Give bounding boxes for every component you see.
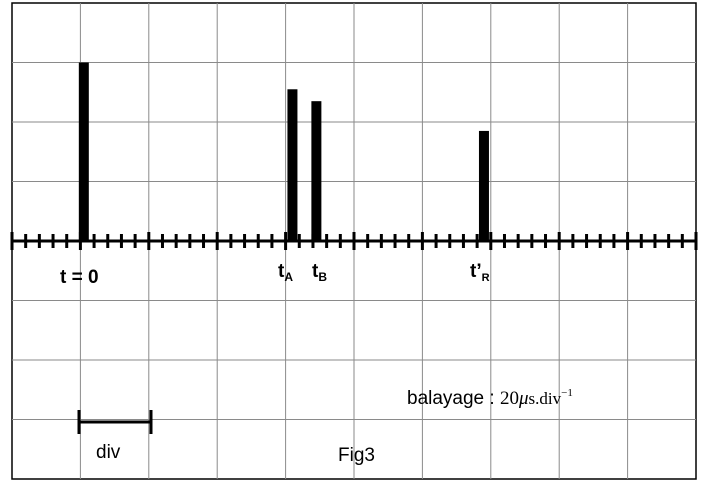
label-t0: t = 0 xyxy=(60,267,99,288)
time-axis xyxy=(10,232,698,250)
pulse-t0 xyxy=(78,62,89,241)
pulse-tA xyxy=(287,89,298,242)
pulse-group xyxy=(78,62,489,242)
label-tR-main: t’ xyxy=(470,261,482,282)
sweep-value: 20 xyxy=(500,388,519,409)
label-tA-sub: A xyxy=(284,270,293,284)
div-indicator xyxy=(77,410,153,434)
label-tB-sub: B xyxy=(318,270,327,284)
sweep-text: balayage : 20μs.div−1 xyxy=(407,387,573,409)
sweep-exponent: −1 xyxy=(561,387,573,399)
sweep-unit: s.div xyxy=(529,389,562,408)
pulse-tB xyxy=(311,101,322,241)
label-tA-main: t xyxy=(278,261,285,282)
graticule-grid xyxy=(12,3,696,479)
pulse-tR xyxy=(478,130,489,241)
label-tB-main: t xyxy=(312,261,319,282)
sweep-mu: μ xyxy=(518,388,529,409)
label-tR: t’R xyxy=(470,261,490,284)
figure-caption: Fig3 xyxy=(338,445,375,466)
sweep-prefix: balayage : xyxy=(407,388,500,409)
label-tA: tA xyxy=(278,261,293,284)
label-tR-sub: R xyxy=(482,272,490,284)
label-tB: tB xyxy=(312,261,327,284)
div-label: div xyxy=(96,442,121,463)
